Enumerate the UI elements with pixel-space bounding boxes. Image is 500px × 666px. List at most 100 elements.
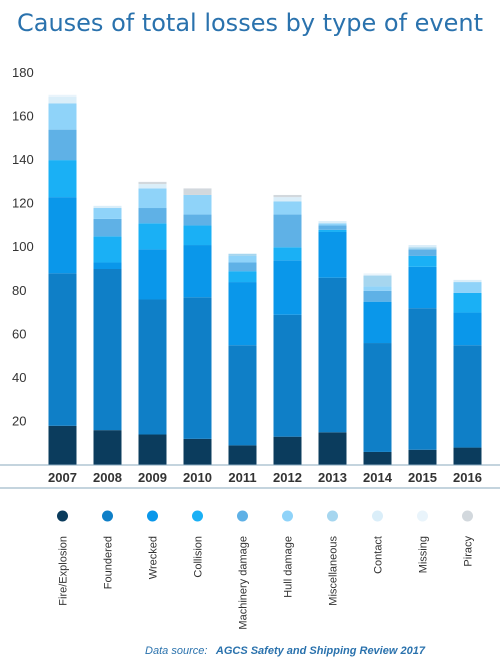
y-tick-label: 120 xyxy=(12,196,34,211)
bar-stack-2010 xyxy=(183,188,212,465)
bar-segment-hull-damage xyxy=(363,286,392,291)
legend-swatch xyxy=(462,510,473,522)
bar-segment-contact xyxy=(48,96,77,104)
bar-segment-foundered xyxy=(273,314,302,437)
chart-title: Causes of total losses by type of event xyxy=(17,9,483,37)
legend: Fire/Explosion Foundered Wrecked Collision M… xyxy=(57,510,475,630)
bar-segment-fire-explosion xyxy=(363,451,392,465)
legend-label: Missing xyxy=(418,536,430,573)
bar-segment-foundered xyxy=(48,273,77,426)
bar-segment-fire-explosion xyxy=(183,438,212,465)
bar-segment-collision xyxy=(408,255,437,267)
bar-segment-hull-damage xyxy=(138,188,167,209)
bar-segment-collision xyxy=(183,225,212,246)
legend-label: Wrecked xyxy=(148,536,160,579)
bar-segment-hull-damage xyxy=(318,223,347,226)
legend-swatch xyxy=(147,510,158,522)
y-tick-label: 40 xyxy=(12,370,26,385)
bar-segment-foundered xyxy=(183,297,212,439)
bar-segment-collision xyxy=(48,160,77,198)
bar-segment-hull-damage xyxy=(273,201,302,215)
bar-segment-machinery-damage xyxy=(228,262,257,272)
x-tick-label: 2011 xyxy=(228,470,256,485)
bar-segment-foundered xyxy=(318,277,347,433)
bar-segment-machinery-damage xyxy=(273,214,302,248)
bar-segment-contact xyxy=(408,245,437,248)
bar-segment-fire-explosion xyxy=(453,447,482,465)
bar-segment-machinery-damage xyxy=(363,290,392,302)
bars xyxy=(48,94,482,465)
legend-swatch xyxy=(237,510,248,522)
bar-stack-2008 xyxy=(93,205,122,465)
bar-segment-machinery-damage xyxy=(183,214,212,226)
bar-stack-2014 xyxy=(363,273,392,465)
legend-swatch xyxy=(192,510,203,522)
legend-label: Miscellaneous xyxy=(328,536,340,606)
legend-swatch xyxy=(417,510,428,522)
x-tick-label: 2009 xyxy=(138,470,167,485)
bar-segment-contact xyxy=(93,205,122,209)
bar-segment-fire-explosion xyxy=(318,432,347,465)
bar-segment-collision xyxy=(138,223,167,250)
x-tick-label: 2016 xyxy=(453,470,482,485)
x-tick-label: 2008 xyxy=(93,470,122,485)
bar-segment-wrecked xyxy=(48,197,77,274)
y-tick-label: 100 xyxy=(12,239,34,254)
bar-segment-wrecked xyxy=(363,301,392,344)
bar-segment-hull-damage xyxy=(48,103,77,130)
y-tick-label: 180 xyxy=(12,65,34,80)
bar-segment-hull-damage xyxy=(183,194,212,215)
data-source: Data source: AGCS Safety and Shipping Re… xyxy=(145,641,426,658)
bar-segment-miscellaneous xyxy=(363,275,392,287)
bar-segment-wrecked xyxy=(408,266,437,309)
bar-segment-collision xyxy=(318,229,347,232)
x-tick-label: 2007 xyxy=(48,470,77,485)
bar-segment-piracy xyxy=(273,194,302,198)
legend-label: Hull damage xyxy=(283,536,295,598)
bar-segment-contact xyxy=(453,279,482,283)
y-tick-label: 60 xyxy=(12,326,26,341)
bar-segment-machinery-damage xyxy=(138,208,167,224)
legend-swatch xyxy=(327,510,338,522)
bar-segment-collision xyxy=(453,292,482,313)
bar-segment-collision xyxy=(93,236,122,263)
x-tick-label: 2013 xyxy=(318,470,347,485)
bar-segment-missing xyxy=(48,94,77,97)
bar-segment-fire-explosion xyxy=(48,425,77,465)
x-tick-label: 2012 xyxy=(273,470,302,485)
bar-segment-collision xyxy=(228,271,257,283)
bar-segment-miscellaneous xyxy=(228,253,257,256)
legend-swatch xyxy=(102,510,113,522)
legend-swatch xyxy=(372,510,383,522)
bar-stack-2016 xyxy=(453,279,482,465)
bar-segment-collision xyxy=(273,247,302,261)
bar-segment-fire-explosion xyxy=(228,445,257,465)
bar-segment-miscellaneous xyxy=(408,247,437,250)
legend-label: Piracy xyxy=(463,536,475,567)
bar-segment-machinery-damage xyxy=(48,129,77,161)
bar-segment-wrecked xyxy=(453,312,482,346)
bar-segment-foundered xyxy=(93,269,122,431)
bar-segment-foundered xyxy=(138,299,167,435)
bar-segment-fire-explosion xyxy=(408,449,437,465)
bar-segment-wrecked xyxy=(93,262,122,269)
bar-segment-hull-damage xyxy=(93,208,122,219)
legend-swatch xyxy=(282,510,293,522)
bar-stack-2013 xyxy=(318,221,347,465)
bar-segment-piracy xyxy=(183,188,212,195)
bar-segment-machinery-damage xyxy=(93,218,122,237)
bar-segment-hull-damage xyxy=(453,282,482,293)
bar-segment-foundered xyxy=(228,345,257,446)
legend-label: Foundered xyxy=(103,536,115,589)
bar-segment-machinery-damage xyxy=(318,225,347,230)
y-tick-label: 160 xyxy=(12,109,34,124)
bar-stack-2012 xyxy=(273,194,302,465)
bar-segment-contact xyxy=(318,221,347,224)
bar-segment-hull-damage xyxy=(228,255,257,263)
x-tick-label: 2015 xyxy=(408,470,437,485)
data-source-name: AGCS Safety and Shipping Review 2017 xyxy=(215,645,426,657)
x-axis: 2007 2008 2009 2010 2011 2012 2013 2014 2015 2016 xyxy=(48,470,482,485)
bar-stack-2011 xyxy=(228,253,257,465)
bar-segment-wrecked xyxy=(228,282,257,346)
